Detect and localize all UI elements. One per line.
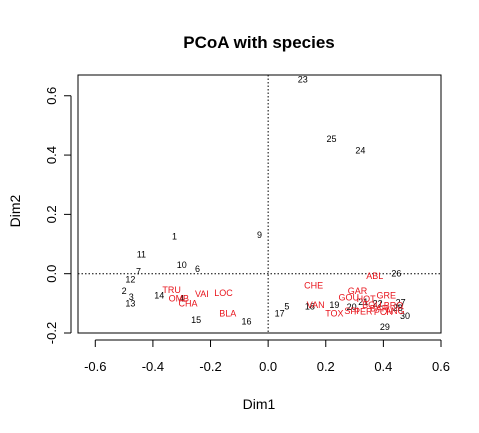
species-label-gou: GOU [339,292,360,302]
site-label-10: 10 [177,260,187,270]
site-label-2: 2 [122,286,127,296]
y-tick-label: 0.6 [44,87,59,105]
site-label-25: 25 [327,134,337,144]
species-label-tox: TOX [325,309,343,319]
site-label-4: 4 [179,293,184,303]
reference-lines [78,75,441,333]
site-label-1: 1 [172,232,177,242]
species-label-omb: OMB [169,293,190,303]
site-label-3: 3 [129,292,134,302]
species-label-abl: ABL [366,271,383,281]
site-label-30: 30 [400,311,410,321]
site-label-5: 5 [284,301,289,311]
species-label-ang: ANG [385,306,405,316]
site-label-23: 23 [298,74,308,84]
species-label-bar: BAR [370,304,389,314]
species-label-tru: TRU [162,285,181,295]
species-label-bro: BRO [384,301,404,311]
site-label-11: 11 [137,249,146,259]
x-axis-label: Dim1 [243,396,276,412]
site-label-6: 6 [195,264,200,274]
species-label-loc: LOC [214,288,233,298]
site-label-24: 24 [355,146,365,156]
site-label-12: 12 [125,275,135,285]
species-label-bou: BOU [362,300,382,310]
site-label-7: 7 [136,266,141,276]
species-label-che: CHE [304,281,323,291]
species-label-cha: CHA [179,298,198,308]
site-label-27: 27 [396,297,406,307]
x-tick-label: -0.6 [84,359,106,374]
x-tick-label: -0.4 [142,359,164,374]
site-label-18: 18 [305,301,315,311]
y-axis-label: Dim2 [7,194,23,227]
species-label-pch: PCH [374,307,393,317]
y-tick-label: 0.0 [44,265,59,283]
x-axis: -0.6 -0.4 -0.2 0.0 0.2 0.4 0.6 [84,339,450,374]
species-label-gre: GRE [377,290,397,300]
x-tick-label: -0.2 [199,359,221,374]
site-label-29: 29 [380,322,390,332]
y-tick-label: 0.2 [44,205,59,223]
site-label-17: 17 [275,309,285,319]
site-label-15: 15 [191,315,201,325]
site-label-16: 16 [242,317,252,327]
site-label-14: 14 [154,291,164,301]
x-tick-label: 0.2 [317,359,335,374]
x-tick-label: 0.6 [432,359,450,374]
site-label-28: 28 [393,303,403,313]
site-label-26: 26 [391,269,401,279]
y-tick-label: 0.4 [44,146,59,164]
site-label-21: 21 [358,297,368,307]
site-label-22: 22 [373,298,383,308]
species-label-per: PER [354,307,373,317]
species-label-hot: HOT [357,294,377,304]
species-label-gar: GAR [348,286,368,296]
site-label-19: 19 [329,300,339,310]
site-label-13: 13 [125,298,135,308]
site-label-9: 9 [257,230,262,240]
y-tick-label: -0.2 [44,322,59,344]
species-label-vai: VAI [195,289,209,299]
species-label-bla: BLA [219,309,236,319]
species-label-spi: SPI [344,306,359,316]
species-label-van: VAN [307,300,325,310]
site-label-20: 20 [347,302,357,312]
plot-frame [77,74,442,334]
x-tick-label: 0.4 [374,359,392,374]
x-tick-label: 0.0 [259,359,277,374]
y-axis: -0.2 0.0 0.2 0.4 0.6 [44,87,72,344]
chart-title: PCoA with species [183,33,334,52]
